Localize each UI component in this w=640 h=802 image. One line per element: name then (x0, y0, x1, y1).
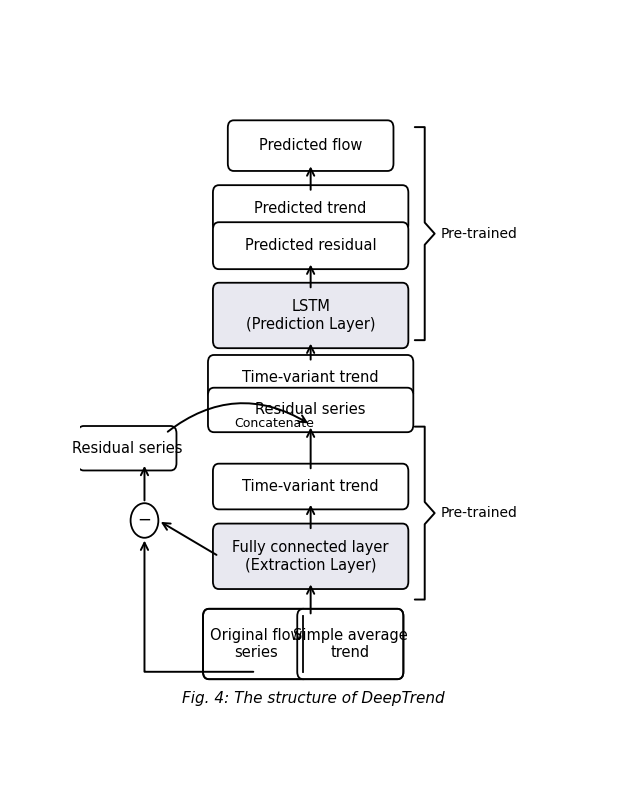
FancyBboxPatch shape (208, 387, 413, 432)
FancyBboxPatch shape (213, 464, 408, 509)
Text: Predicted trend: Predicted trend (255, 201, 367, 216)
Circle shape (131, 503, 158, 538)
Text: Concatenate: Concatenate (234, 417, 314, 430)
FancyBboxPatch shape (213, 283, 408, 348)
FancyBboxPatch shape (203, 609, 309, 679)
Text: Simple average
trend: Simple average trend (293, 628, 408, 660)
Text: Original flow
series: Original flow series (210, 628, 302, 660)
Text: Residual series: Residual series (72, 441, 182, 456)
Text: Residual series: Residual series (255, 403, 366, 418)
Text: Pre-trained: Pre-trained (440, 506, 518, 520)
Text: −: − (138, 510, 152, 529)
Text: Predicted residual: Predicted residual (245, 238, 376, 253)
FancyBboxPatch shape (213, 524, 408, 589)
Text: Predicted flow: Predicted flow (259, 138, 362, 153)
Text: Fig. 4: The structure of DeepTrend: Fig. 4: The structure of DeepTrend (182, 691, 444, 706)
FancyBboxPatch shape (78, 426, 177, 471)
Text: Fully connected layer
(Extraction Layer): Fully connected layer (Extraction Layer) (232, 540, 389, 573)
FancyBboxPatch shape (213, 185, 408, 232)
FancyBboxPatch shape (228, 120, 394, 171)
Text: Time-variant trend: Time-variant trend (243, 479, 379, 494)
Text: Time-variant trend: Time-variant trend (243, 370, 379, 385)
FancyBboxPatch shape (208, 355, 413, 399)
Text: LSTM
(Prediction Layer): LSTM (Prediction Layer) (246, 299, 376, 332)
FancyBboxPatch shape (297, 609, 403, 679)
Text: Pre-trained: Pre-trained (440, 227, 518, 241)
FancyBboxPatch shape (213, 222, 408, 269)
